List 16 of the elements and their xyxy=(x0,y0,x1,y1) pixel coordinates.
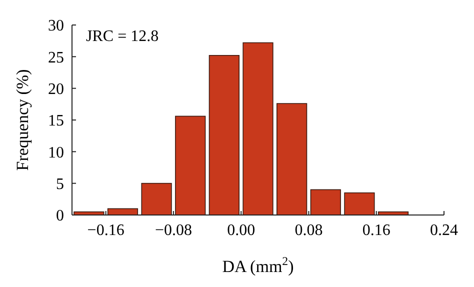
x-axis-title: DA (mm$^{2}$) xyxy=(222,254,294,276)
y-tick-label: 20 xyxy=(48,80,64,98)
y-tick-label: 30 xyxy=(48,18,64,35)
y-tick-label: 0 xyxy=(56,208,64,225)
x-tick-label: −0.08 xyxy=(154,222,192,239)
x-tick-label: 0.08 xyxy=(294,222,323,239)
y-tick-label: 5 xyxy=(56,176,64,193)
y-tick-label: 10 xyxy=(48,144,64,162)
y-tick-label: 25 xyxy=(48,49,64,66)
y-axis-title: Frequency (%) xyxy=(13,69,32,171)
y-tick-label: 15 xyxy=(48,112,64,130)
x-tick-label: 0.00 xyxy=(227,222,256,239)
annotation: JRC = 12.8 xyxy=(86,28,159,45)
x-tick-label: −0.16 xyxy=(87,222,124,239)
x-tick-label: 0.24 xyxy=(430,222,458,239)
x-tick-label: 0.16 xyxy=(362,222,390,239)
